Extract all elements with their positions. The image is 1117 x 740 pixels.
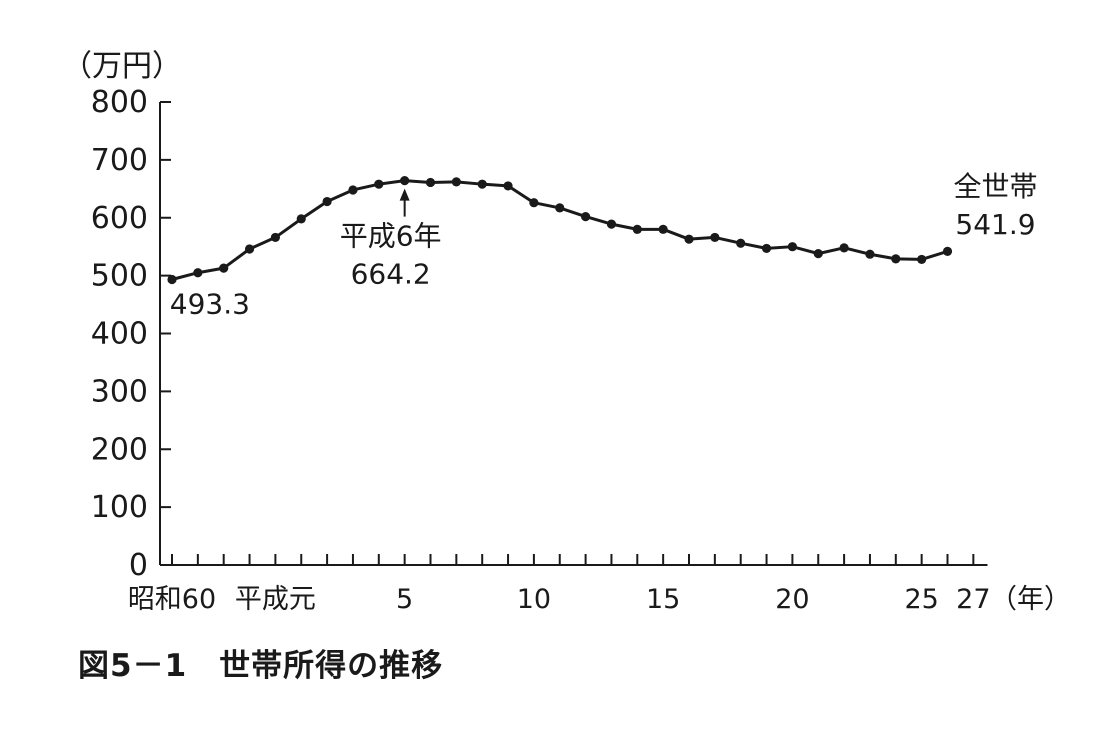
data-point — [787, 242, 798, 252]
annotation-arrowhead — [399, 188, 410, 201]
x-unit-label: （年） — [990, 584, 1071, 615]
data-point — [193, 268, 203, 278]
data-point — [684, 234, 694, 244]
data-point — [942, 246, 953, 256]
data-point — [632, 224, 642, 234]
x-tick-label: 5 — [396, 584, 413, 615]
data-point — [529, 198, 539, 208]
annotation-end-label: 全世帯 — [953, 170, 1037, 203]
data-point — [865, 249, 875, 259]
data-point — [761, 243, 772, 254]
x-tick-label: 15 — [646, 584, 680, 615]
y-tick-label: 800 — [91, 85, 148, 120]
data-point — [296, 214, 306, 224]
data-point — [606, 219, 617, 229]
y-tick-label: 0 — [129, 548, 148, 583]
x-tick-label: 25 — [904, 584, 938, 615]
x-ticks: 昭和60 平成元 5 10 15 20 25 27 — [128, 554, 991, 615]
data-point — [219, 263, 229, 273]
y-tick-label: 200 — [91, 432, 148, 467]
y-tick-label: 100 — [91, 490, 148, 525]
data-point — [917, 254, 927, 265]
data-point — [891, 254, 901, 264]
x-tick-label: 10 — [517, 584, 551, 615]
data-point — [167, 274, 177, 285]
data-point — [813, 249, 823, 259]
data-point — [348, 185, 358, 195]
annotation-end-label: 541.9 — [955, 208, 1035, 241]
data-point — [425, 177, 436, 188]
data-point — [270, 232, 280, 243]
figure-caption: 図5－1 世帯所得の推移 — [78, 648, 444, 684]
y-ticks: 0 100 200 300 400 500 600 700 800 — [91, 85, 171, 583]
data-point — [581, 211, 591, 222]
annotation-layer: 493.3 平成6年 664.2 全世帯 541.9 — [170, 170, 1038, 321]
x-tick-label: 昭和60 — [128, 584, 216, 615]
data-point — [477, 179, 487, 189]
data-point — [736, 238, 746, 248]
data-point — [451, 177, 461, 187]
x-tick-label: 20 — [775, 584, 809, 615]
annotation-peak-label: 664.2 — [351, 258, 431, 291]
y-tick-label: 300 — [91, 374, 148, 409]
y-tick-label: 600 — [91, 201, 148, 236]
annotation-start-value: 493.3 — [170, 288, 250, 321]
data-point — [374, 179, 384, 189]
data-point — [322, 196, 332, 207]
y-tick-label: 400 — [91, 317, 148, 352]
annotation-peak-label: 平成6年 — [340, 220, 442, 253]
x-tick-label: 平成元 — [235, 584, 316, 615]
data-point — [710, 232, 720, 243]
y-tick-label: 500 — [91, 259, 148, 294]
y-tick-label: 700 — [91, 143, 148, 178]
y-unit-label: （万円） — [62, 49, 182, 84]
series-line — [171, 179, 948, 281]
x-tick-label: 27 — [956, 584, 990, 615]
data-point — [658, 224, 668, 234]
data-point — [400, 175, 410, 186]
series-layer — [167, 175, 953, 285]
data-point — [244, 244, 255, 254]
data-point — [555, 203, 565, 213]
data-point — [503, 181, 513, 191]
data-point — [839, 243, 849, 253]
